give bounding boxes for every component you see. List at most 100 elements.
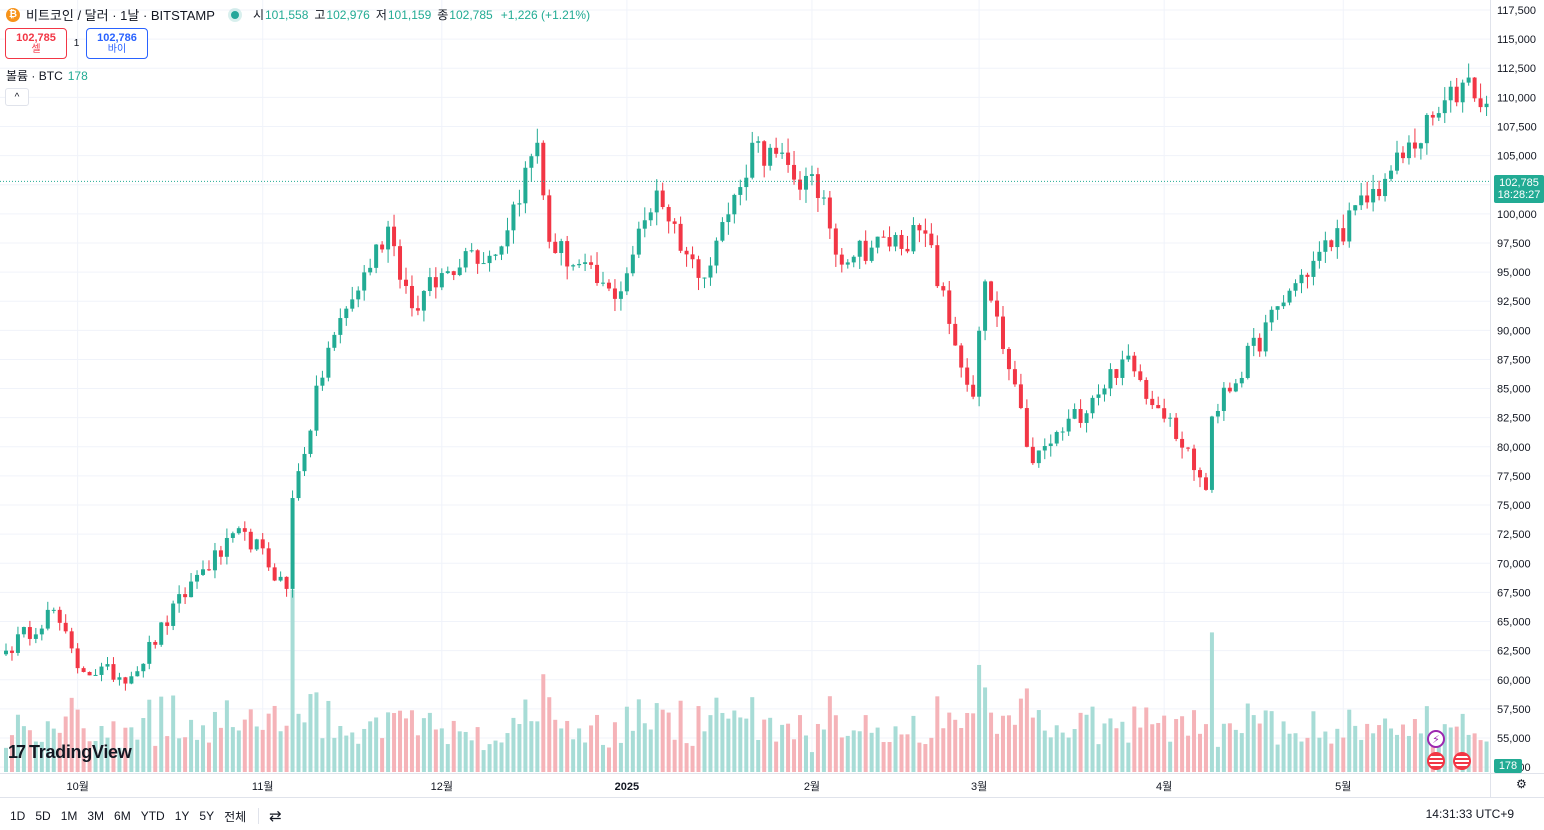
candle-body [732, 194, 737, 215]
candle-body [248, 531, 253, 550]
candle-body [362, 272, 367, 291]
volume-bar [786, 723, 791, 772]
candle-body [1012, 369, 1017, 385]
volume-bar [792, 739, 797, 772]
candle-body [1424, 114, 1429, 144]
symbol-legend: ₿ 비트코인 / 달러 · 1날 · BITSTAMP 시101,558 고10… [6, 5, 590, 24]
event-bolt-icon[interactable]: ⚡ [1427, 730, 1445, 748]
buy-button[interactable]: 102,786 바이 [86, 28, 148, 59]
range-button-1y[interactable]: 1Y [174, 809, 190, 823]
spread-value: 1 [73, 38, 80, 49]
volume-bar [123, 727, 128, 772]
us-flag-event-icon[interactable] [1427, 752, 1445, 770]
volume-badge: 178 [1494, 759, 1522, 773]
volume-bar [756, 739, 761, 772]
candle-body [833, 228, 838, 255]
volume-bar [517, 724, 522, 772]
candle-body [1132, 355, 1137, 372]
candle-body [1418, 143, 1423, 149]
volume-bar [469, 740, 474, 772]
range-button-5d[interactable]: 5D [35, 809, 51, 823]
volume-bar [230, 727, 235, 772]
volume-bar [415, 735, 420, 772]
volume-bar [338, 725, 343, 772]
candle-body [1389, 170, 1394, 179]
price-axis[interactable]: 117,500 115,000 112,500 110,000 107,500 105,0… [1490, 0, 1544, 773]
volume-legend[interactable]: 볼륨 · BTC 178 [6, 67, 88, 84]
range-button-ytd[interactable]: YTD [140, 809, 165, 823]
candle-body [117, 677, 122, 680]
volume-bar [1060, 732, 1065, 772]
volume-bar [183, 737, 188, 772]
candle-body [1478, 98, 1483, 108]
candle-body [326, 347, 331, 378]
date-range-buttons: 1D 5D 1M 3M 6M YTD 1Y 5Y 전체 ⇄ [10, 807, 292, 825]
candle-body [708, 265, 713, 278]
price-tick-label: 112,500 [1497, 63, 1536, 75]
volume-bar [159, 696, 164, 772]
volume-bar [212, 711, 217, 772]
candle-body [1275, 306, 1280, 310]
candle-body [989, 281, 994, 301]
candle-body [290, 498, 295, 589]
volume-bar [284, 725, 289, 772]
range-button-3m[interactable]: 3M [87, 809, 105, 823]
candle-body [1120, 359, 1125, 378]
volume-bar [1030, 717, 1035, 772]
tradingview-logo[interactable]: 17 TradingView [8, 742, 132, 763]
candle-body [1365, 195, 1370, 203]
volume-bar [839, 737, 844, 772]
candlestick-chart[interactable] [0, 0, 1490, 773]
range-button-1d[interactable]: 1D [10, 809, 26, 823]
time-tick-label: 10월 [66, 780, 88, 793]
volume-bar [708, 715, 713, 772]
candle-body [750, 142, 755, 178]
volume-bar [1215, 746, 1220, 772]
volume-bar [129, 727, 134, 772]
candle-body [624, 273, 629, 292]
time-axis[interactable]: 10월11월12월20252월3월4월5월6월 [0, 773, 1490, 797]
candle-body [1395, 152, 1400, 171]
candle-body [983, 281, 988, 331]
volume-bar [1448, 727, 1453, 772]
volume-bar [935, 696, 940, 772]
range-button-전체[interactable]: 전체 [224, 809, 247, 824]
candle-body [1060, 431, 1065, 433]
volume-bar [1209, 632, 1214, 772]
buy-label: 바이 [107, 43, 127, 55]
range-button-5y[interactable]: 5Y [199, 809, 215, 823]
collapse-legend-button[interactable]: ^ [5, 88, 29, 106]
volume-bar [1460, 713, 1465, 772]
volume-bar [260, 729, 265, 772]
sell-button[interactable]: 102,785 셀 [5, 28, 67, 59]
compare-date-range-icon[interactable]: ⇄ [269, 808, 282, 825]
bar-countdown: 18:28:27 [1497, 189, 1541, 201]
market-open-status-icon[interactable] [230, 10, 239, 19]
candle-body [4, 650, 8, 655]
volume-bar [1168, 741, 1173, 772]
candle-body [1066, 418, 1071, 432]
volume-bar [1275, 744, 1280, 772]
price-tick-label: 87,500 [1497, 354, 1531, 366]
volume-bar [1036, 710, 1041, 772]
volume-bar [1406, 735, 1411, 772]
volume-bar [1084, 714, 1089, 772]
chart-pane[interactable]: ₿ 비트코인 / 달러 · 1날 · BITSTAMP 시101,558 고10… [0, 0, 1490, 773]
settings-gear-icon[interactable]: ⚙ [1516, 777, 1527, 791]
volume-bar [1203, 724, 1208, 772]
candle-body [517, 203, 522, 205]
range-button-1m[interactable]: 1M [60, 809, 78, 823]
candle-body [51, 609, 56, 611]
volume-bar [744, 718, 749, 772]
candle-body [642, 220, 647, 229]
candle-body [75, 648, 80, 669]
volume-bar [1436, 731, 1441, 772]
candle-body [159, 622, 164, 645]
volume-bar [1263, 710, 1268, 772]
timezone-clock[interactable]: 14:31:33 UTC+9 [1425, 807, 1514, 821]
symbol-title[interactable]: 비트코인 / 달러 · 1날 · BITSTAMP [26, 8, 215, 23]
volume-bar [147, 699, 152, 772]
us-flag-event-icon-2[interactable] [1453, 752, 1471, 770]
candle-body [935, 245, 940, 287]
range-button-6m[interactable]: 6M [114, 809, 131, 823]
